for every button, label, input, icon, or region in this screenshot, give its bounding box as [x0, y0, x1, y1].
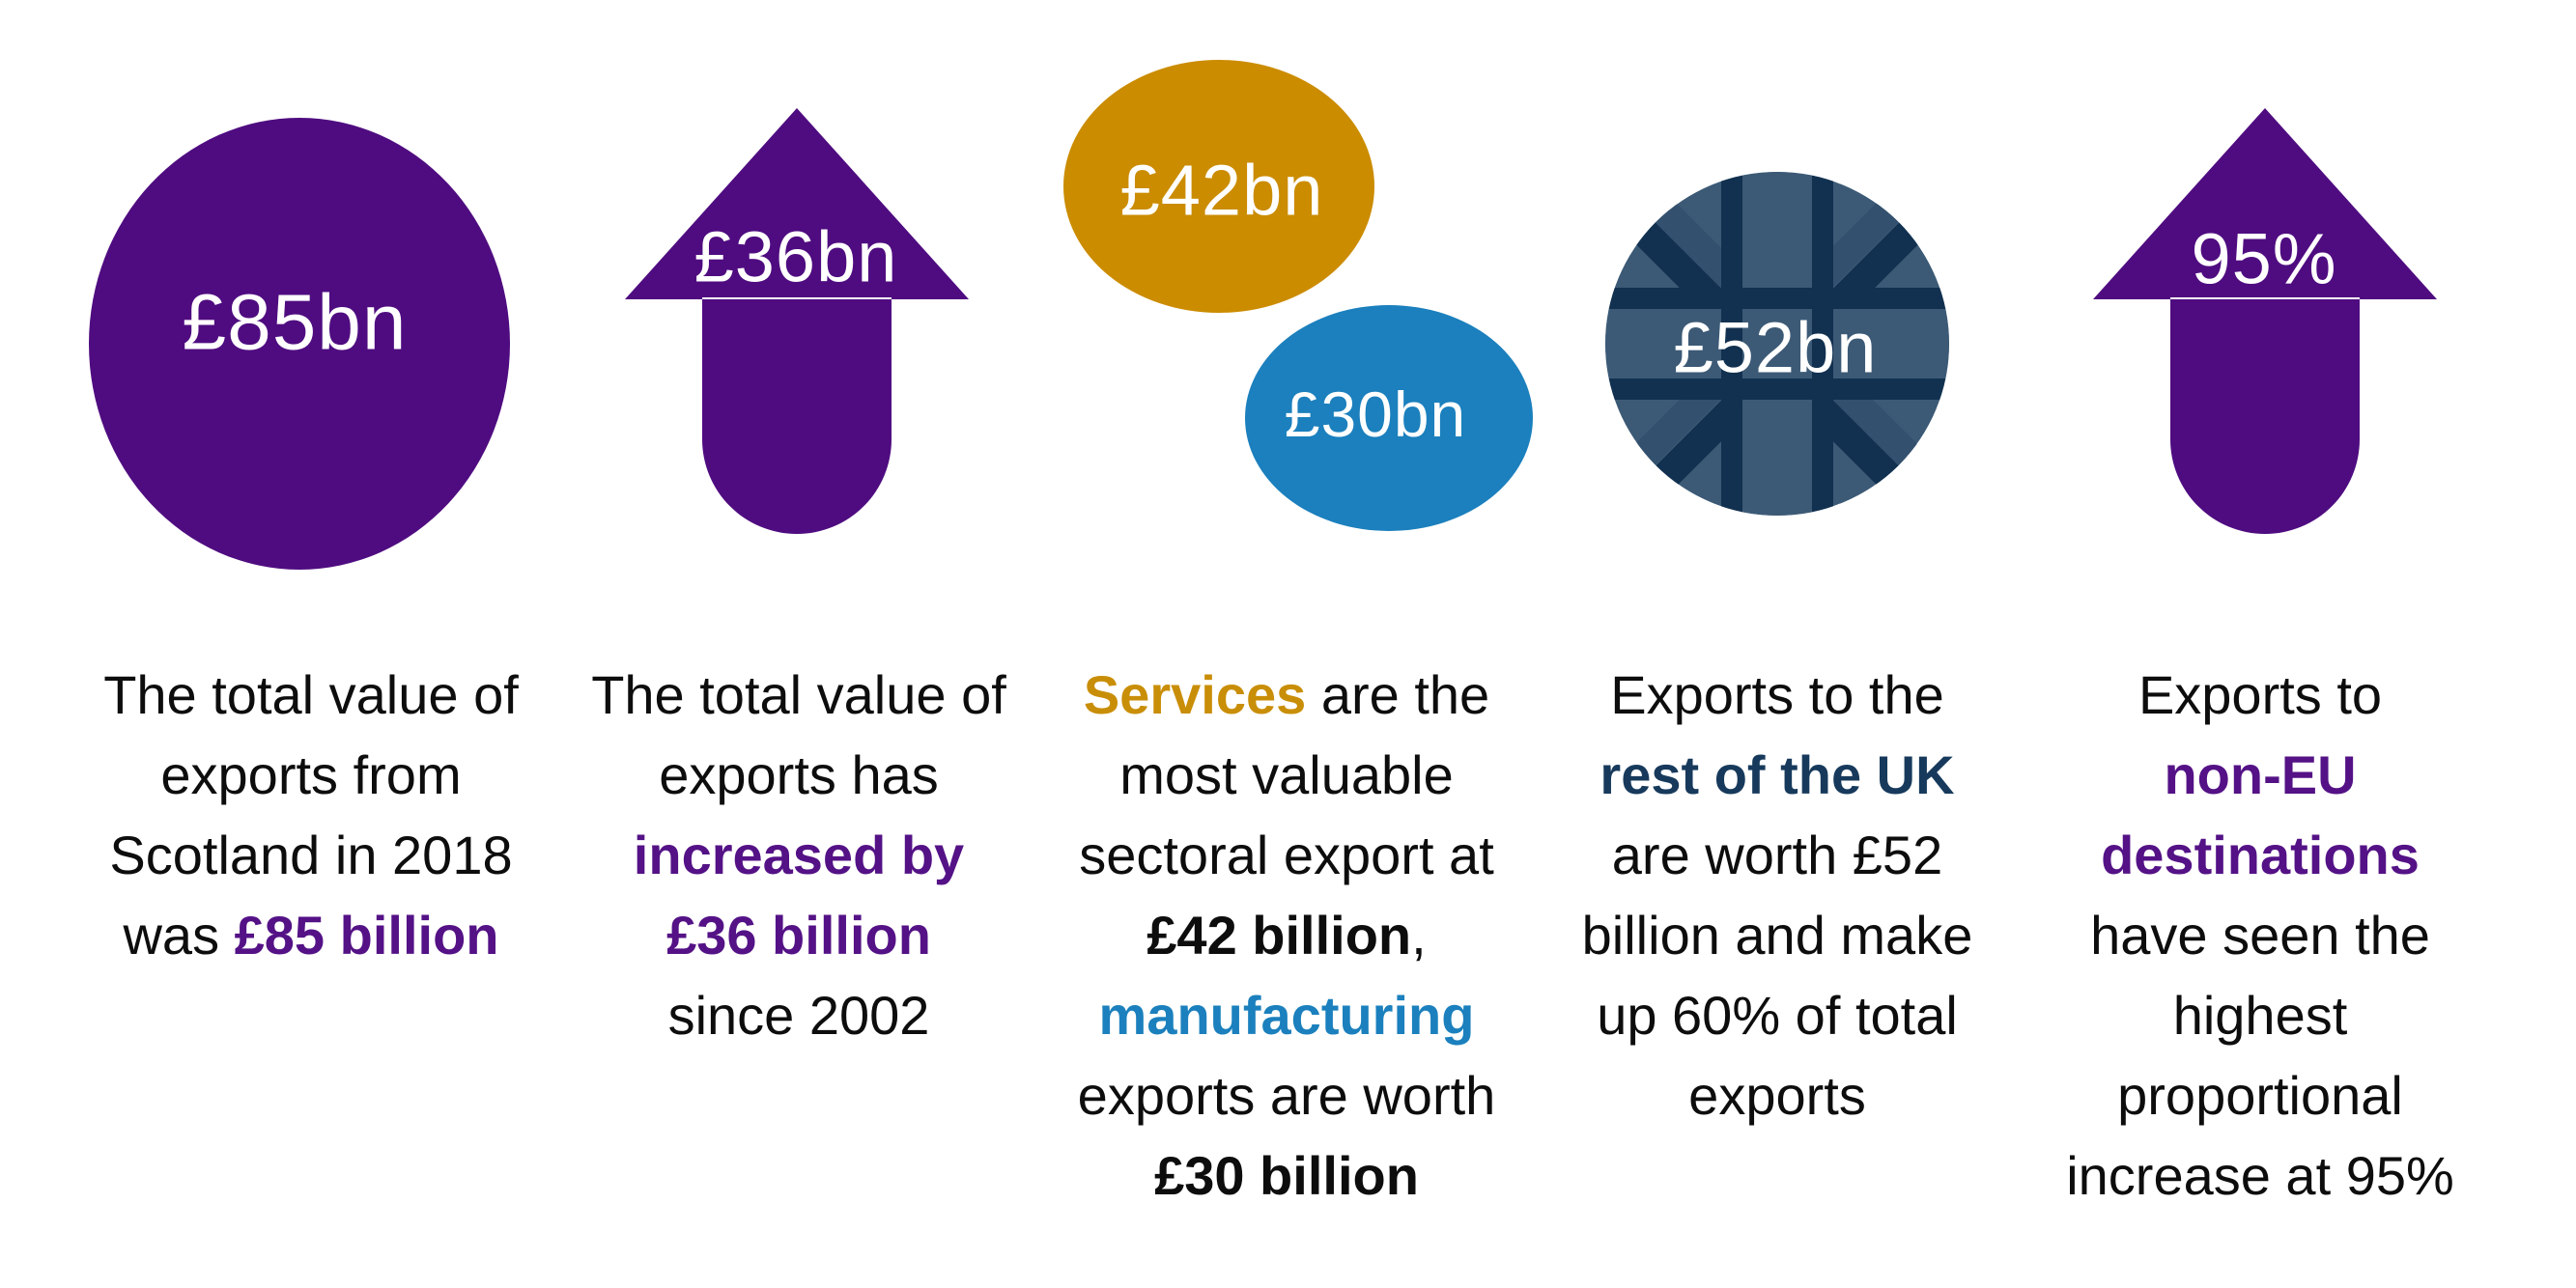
- caption-highlight-segment: £85 billion: [234, 905, 499, 966]
- caption-line: was £85 billion: [41, 895, 581, 975]
- caption-text-segment: up 60% of total: [1597, 985, 1958, 1046]
- caption-highlight-segment: £42 billion: [1146, 905, 1412, 966]
- caption-line: proportional: [1990, 1055, 2531, 1135]
- caption-highlight-segment: rest of the UK: [1599, 744, 1955, 805]
- caption-text-segment: have seen the: [2090, 905, 2430, 966]
- caption-line: Scotland in 2018: [41, 815, 581, 895]
- caption-line: sectoral export at: [1016, 815, 1557, 895]
- exports-increase-value-label: £36bn: [694, 217, 898, 297]
- services-circle: [1063, 60, 1374, 313]
- total-exports-value-label: £85bn: [182, 279, 407, 367]
- caption-text-segment: Scotland in 2018: [109, 825, 513, 885]
- rest-of-uk-value-label: £52bn: [1674, 308, 1878, 388]
- caption-line: £36 billion: [528, 895, 1069, 975]
- uk-flag-horizontal-border-top: [1605, 288, 1949, 309]
- caption-text-segment: exports from: [160, 744, 462, 805]
- caption-text-segment: Exports to: [2137, 664, 2383, 725]
- caption-text-segment: since 2002: [667, 985, 930, 1046]
- caption-text-segment: sectoral export at: [1079, 825, 1494, 885]
- caption-line: destinations: [1990, 815, 2531, 895]
- caption-text-segment: Exports to the: [1610, 664, 1944, 725]
- caption-line: increased by: [528, 815, 1069, 895]
- caption-highlight-segment: £30 billion: [1154, 1145, 1419, 1206]
- caption-text-segment: exports are worth: [1077, 1065, 1496, 1126]
- manufacturing-circle: [1245, 305, 1533, 531]
- caption-text-segment: proportional: [2117, 1065, 2403, 1126]
- caption-line: £42 billion,: [1016, 895, 1557, 975]
- caption-line: most valuable: [1016, 735, 1557, 815]
- total-exports-graphic: £85bn: [89, 118, 510, 570]
- caption-highlight-segment: Services: [1083, 664, 1307, 725]
- caption-text-segment: The total value of: [591, 664, 1006, 725]
- non-eu-up-arrow: [2093, 108, 2437, 534]
- caption-rest-of-uk: Exports to the rest of the UK are worth £5…: [1507, 655, 2048, 1135]
- caption-line: increase at 95%: [1990, 1135, 2531, 1216]
- caption-line: up 60% of total: [1507, 975, 2048, 1055]
- caption-line: have seen the: [1990, 895, 2531, 975]
- caption-highlight-segment: non-EU: [2164, 744, 2357, 805]
- infographic-graphics: £85bn £36bn £42bn £30bn £52bn 95%: [89, 60, 2437, 570]
- uk-flag-vertical-border-left: [1721, 172, 1742, 516]
- caption-text-segment: are the: [1306, 664, 1490, 725]
- uk-flag-vertical-border-right: [1812, 172, 1833, 516]
- uk-flag-horizontal-border-bottom: [1605, 378, 1949, 400]
- caption-line: non-EU: [1990, 735, 2531, 815]
- caption-non-eu: Exports to non-EU destinations have seen th…: [1990, 655, 2531, 1216]
- caption-line: The total value of: [528, 655, 1069, 735]
- caption-text-segment: highest: [2172, 985, 2348, 1046]
- caption-text-segment: are worth £52: [1611, 825, 1943, 885]
- caption-line: £30 billion: [1016, 1135, 1557, 1216]
- caption-line: exports: [1507, 1055, 2048, 1135]
- caption-line: Exports to the: [1507, 655, 2048, 735]
- caption-line: exports are worth: [1016, 1055, 1557, 1135]
- caption-line: exports has: [528, 735, 1069, 815]
- exports-increase-graphic: £36bn: [625, 108, 969, 534]
- caption-text-segment: increase at 95%: [2066, 1145, 2454, 1206]
- caption-line: exports from: [41, 735, 581, 815]
- caption-line: manufacturing: [1016, 975, 1557, 1055]
- caption-exports-increase: The total value of exports has increased b…: [528, 655, 1069, 1055]
- caption-sectoral-exports: Services are the most valuable sectoral ex…: [1016, 655, 1557, 1216]
- caption-line: highest: [1990, 975, 2531, 1055]
- caption-text-segment: was: [123, 905, 235, 966]
- total-exports-circle: [89, 118, 510, 570]
- caption-line: Services are the: [1016, 655, 1557, 735]
- caption-highlight-segment: destinations: [2101, 825, 2420, 885]
- caption-line: Exports to: [1990, 655, 2531, 735]
- manufacturing-value-label: £30bn: [1285, 378, 1467, 450]
- non-eu-graphic: 95%: [2093, 108, 2437, 534]
- caption-line: billion and make: [1507, 895, 2048, 975]
- caption-line: since 2002: [528, 975, 1069, 1055]
- caption-text-segment: billion and make: [1581, 905, 1973, 966]
- caption-highlight-segment: increased by: [633, 825, 965, 885]
- caption-text-segment: most valuable: [1119, 744, 1454, 805]
- caption-text-segment: ,: [1411, 905, 1427, 966]
- caption-highlight-segment: manufacturing: [1098, 985, 1475, 1046]
- non-eu-value-label: 95%: [2191, 219, 2336, 299]
- caption-highlight-segment: £36 billion: [666, 905, 931, 966]
- caption-line: rest of the UK: [1507, 735, 2048, 815]
- caption-line: are worth £52: [1507, 815, 2048, 895]
- uk-flag-horizontal-band: [1605, 309, 1949, 378]
- rest-of-uk-graphic: £52bn: [1605, 172, 1949, 516]
- caption-line: The total value of: [41, 655, 581, 735]
- caption-text-segment: exports: [1688, 1065, 1866, 1126]
- caption-text-segment: The total value of: [103, 664, 519, 725]
- sectoral-exports-graphic: £42bn £30bn: [1063, 60, 1533, 531]
- services-value-label: £42bn: [1120, 151, 1324, 231]
- caption-text-segment: exports has: [659, 744, 939, 805]
- caption-total-exports: The total value of exports from Scotland i…: [41, 655, 581, 975]
- exports-increase-up-arrow: [625, 108, 969, 534]
